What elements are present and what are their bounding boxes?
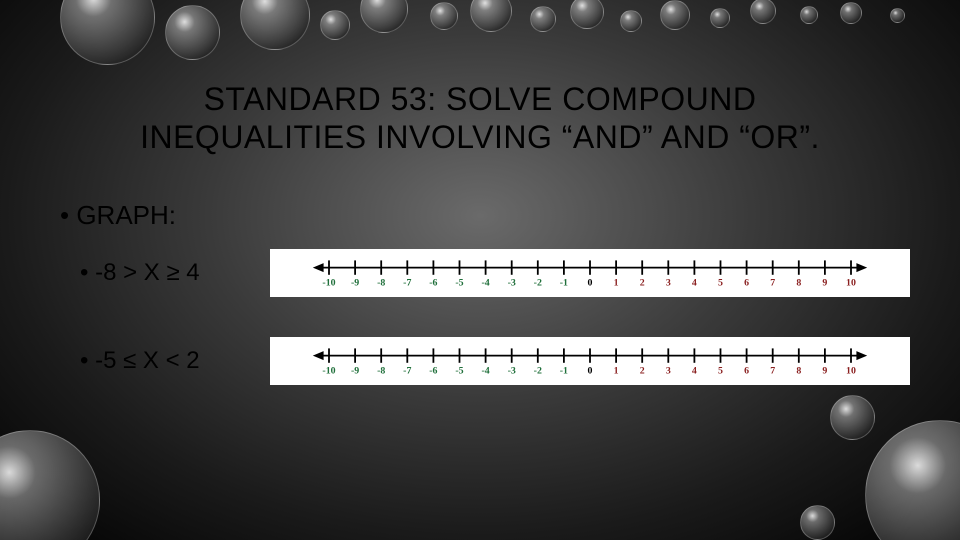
- inequality-row: • -8 > X ≥ 4 -10-9-8-7-6-5-4-3-2-1012345…: [60, 249, 920, 297]
- svg-text:0: 0: [588, 366, 593, 377]
- svg-text:-5: -5: [455, 278, 463, 289]
- svg-text:-8: -8: [377, 366, 385, 377]
- content-area: • GRAPH: • -8 > X ≥ 4 -10-9-8-7-6-5-4-3-…: [60, 200, 920, 425]
- svg-text:5: 5: [718, 366, 723, 377]
- svg-text:6: 6: [744, 278, 749, 289]
- svg-text:-6: -6: [429, 366, 437, 377]
- bubble: [865, 420, 960, 540]
- inequality-row: • -5 ≤ X < 2 -10-9-8-7-6-5-4-3-2-1012345…: [60, 337, 920, 385]
- bubble: [60, 0, 155, 65]
- svg-text:-8: -8: [377, 278, 385, 289]
- bubble: [840, 2, 862, 24]
- svg-text:-1: -1: [560, 366, 568, 377]
- page-title: STANDARD 53: SOLVE COMPOUND INEQUALITIES…: [0, 80, 960, 157]
- bubble: [890, 8, 905, 23]
- title-line-2: INEQUALITIES INVOLVING “AND” AND “OR”.: [140, 119, 820, 155]
- bubble: [800, 6, 818, 24]
- numberline-svg: -10-9-8-7-6-5-4-3-2-1012345678910: [282, 343, 898, 379]
- bubble: [570, 0, 604, 29]
- svg-text:-9: -9: [351, 278, 359, 289]
- numberline: -10-9-8-7-6-5-4-3-2-1012345678910: [270, 337, 910, 385]
- svg-text:-6: -6: [429, 278, 437, 289]
- svg-text:-2: -2: [534, 278, 542, 289]
- bubble: [470, 0, 512, 32]
- bubble: [240, 0, 310, 50]
- bubble: [620, 10, 642, 32]
- svg-text:5: 5: [718, 278, 723, 289]
- svg-text:3: 3: [666, 366, 671, 377]
- svg-text:6: 6: [744, 366, 749, 377]
- svg-text:7: 7: [770, 278, 775, 289]
- svg-text:-4: -4: [481, 366, 489, 377]
- bubble: [530, 6, 556, 32]
- svg-text:2: 2: [640, 278, 645, 289]
- svg-text:-1: -1: [560, 278, 568, 289]
- bubble: [800, 505, 835, 540]
- svg-text:4: 4: [692, 366, 697, 377]
- svg-text:8: 8: [796, 278, 801, 289]
- bubble: [165, 5, 220, 60]
- svg-text:-7: -7: [403, 366, 411, 377]
- svg-text:-3: -3: [508, 366, 516, 377]
- title-line-1: STANDARD 53: SOLVE COMPOUND: [204, 81, 757, 117]
- inequality-text: • -8 > X ≥ 4: [60, 259, 270, 287]
- svg-text:2: 2: [640, 366, 645, 377]
- svg-text:-10: -10: [322, 366, 335, 377]
- svg-text:-10: -10: [322, 278, 335, 289]
- svg-text:-7: -7: [403, 278, 411, 289]
- svg-text:9: 9: [822, 278, 827, 289]
- svg-text:8: 8: [796, 366, 801, 377]
- bubble: [710, 8, 730, 28]
- svg-text:1: 1: [614, 366, 619, 377]
- svg-text:4: 4: [692, 278, 697, 289]
- bubble: [320, 10, 350, 40]
- svg-text:7: 7: [770, 366, 775, 377]
- svg-text:10: 10: [846, 278, 856, 289]
- bubble: [360, 0, 408, 33]
- graph-heading: • GRAPH:: [60, 200, 920, 231]
- bubble: [660, 0, 690, 30]
- svg-text:-9: -9: [351, 366, 359, 377]
- svg-text:-2: -2: [534, 366, 542, 377]
- numberline-svg: -10-9-8-7-6-5-4-3-2-1012345678910: [282, 255, 898, 291]
- svg-text:1: 1: [614, 278, 619, 289]
- bubble: [430, 2, 458, 30]
- bubble: [750, 0, 776, 24]
- svg-text:-4: -4: [481, 278, 489, 289]
- inequality-text: • -5 ≤ X < 2: [60, 347, 270, 375]
- svg-text:-5: -5: [455, 366, 463, 377]
- svg-text:3: 3: [666, 278, 671, 289]
- numberline: -10-9-8-7-6-5-4-3-2-1012345678910: [270, 249, 910, 297]
- svg-text:10: 10: [846, 366, 856, 377]
- svg-text:9: 9: [822, 366, 827, 377]
- bubble: [0, 430, 100, 540]
- svg-text:-3: -3: [508, 278, 516, 289]
- svg-text:0: 0: [588, 278, 593, 289]
